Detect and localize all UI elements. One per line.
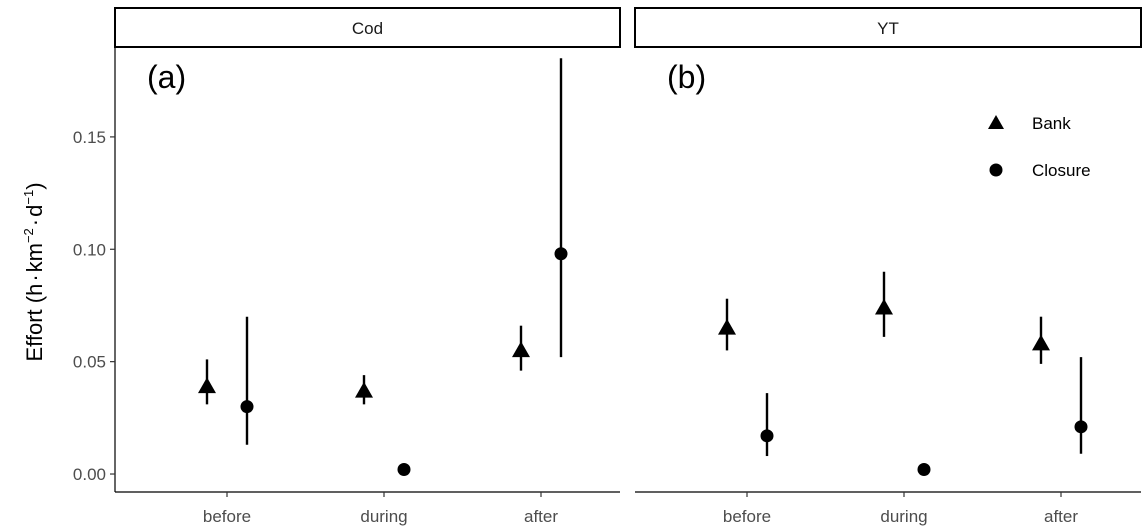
- panel-cod: Cod before during after (a): [114, 7, 621, 526]
- legend-closure-key: [989, 163, 1003, 177]
- y-axis-label-dot2: ·: [22, 219, 47, 226]
- bank-point: [718, 318, 736, 335]
- x-tick-label: during: [360, 507, 407, 526]
- panel-yt: YT before during after (b): [634, 7, 1142, 526]
- closure-point: [760, 429, 774, 443]
- closure-point: [554, 247, 568, 261]
- facet-strip: [114, 7, 621, 48]
- legend-bank-key: [988, 115, 1004, 129]
- facet-strip-label: YT: [877, 19, 899, 38]
- y-tick-label: 0.15: [73, 128, 106, 147]
- y-tick-label: 0.00: [73, 465, 106, 484]
- closure-point: [397, 463, 411, 477]
- panel-tag: (a): [147, 59, 186, 95]
- x-tick-label: during: [880, 507, 927, 526]
- bank-point: [1032, 334, 1050, 351]
- legend-entry-label: Closure: [1032, 161, 1091, 180]
- x-tick-label: before: [723, 507, 771, 526]
- facet-strip-label: Cod: [352, 19, 383, 38]
- facet-strip: [634, 7, 1142, 48]
- y-axis-label-dot1: ·: [22, 274, 47, 281]
- x-tick-label: after: [1044, 507, 1078, 526]
- y-axis-label: Effort (h·km−2·d−1): [21, 182, 47, 361]
- y-tick-label: 0.05: [73, 353, 106, 372]
- legend: Bank Closure: [988, 114, 1091, 180]
- closure-point: [240, 400, 254, 414]
- bank-point: [355, 381, 373, 398]
- bank-point: [875, 298, 893, 315]
- closure-point: [917, 463, 931, 477]
- panel-tag: (b): [667, 59, 706, 95]
- y-tick-label: 0.10: [73, 240, 106, 259]
- bank-point: [512, 341, 530, 358]
- legend-entry-label: Bank: [1032, 114, 1071, 133]
- x-tick-label: after: [524, 507, 558, 526]
- closure-point: [1074, 420, 1088, 434]
- y-axis: 0.00 0.05 0.10 0.15: [73, 47, 116, 492]
- x-tick-label: before: [203, 507, 251, 526]
- bank-point: [198, 377, 216, 394]
